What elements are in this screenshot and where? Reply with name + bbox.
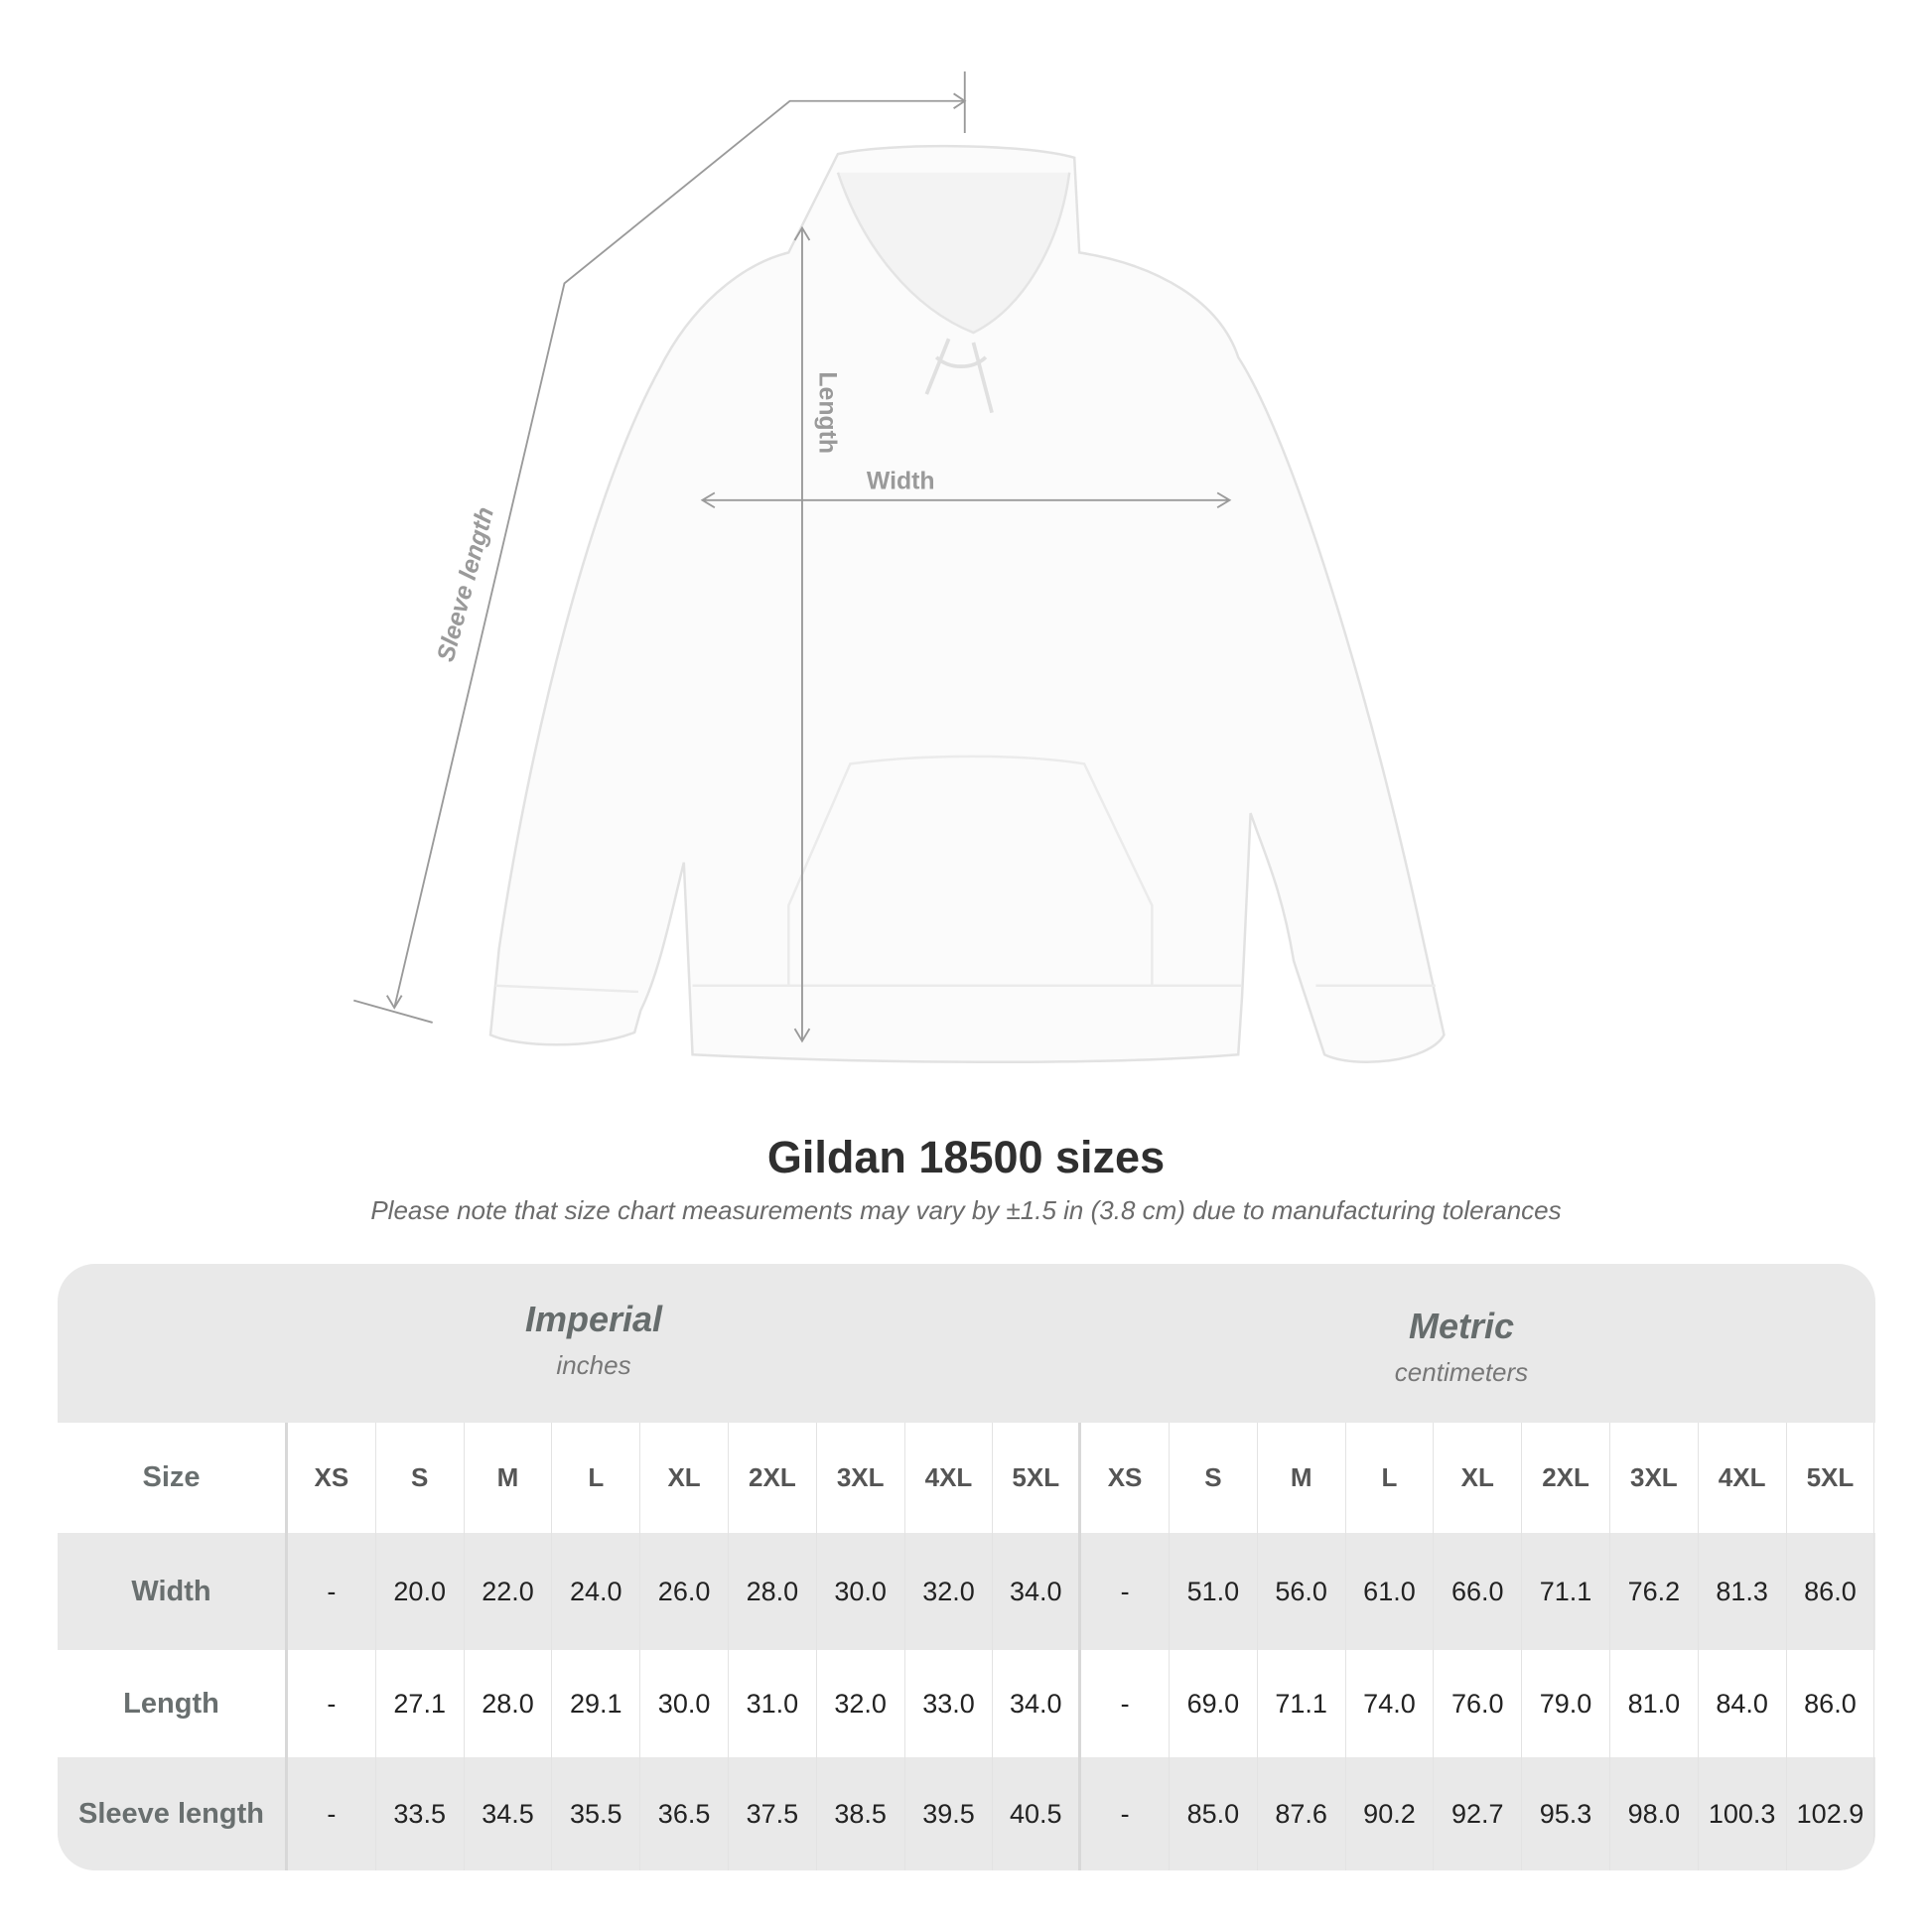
- metric-value-cell: 85.0: [1170, 1757, 1258, 1870]
- metric-value-cell: 81.0: [1610, 1650, 1699, 1757]
- imperial-size-xl: XL: [640, 1423, 729, 1533]
- metric-value-cell: 81.3: [1699, 1533, 1787, 1650]
- imperial-value-cell: 30.0: [640, 1650, 729, 1757]
- page-title: Gildan 18500 sizes: [766, 1132, 1166, 1182]
- imperial-value-cell: 20.0: [376, 1533, 465, 1650]
- metric-value-cell: 95.3: [1522, 1757, 1610, 1870]
- width-line: [700, 491, 1232, 509]
- table-row: Width -20.0 22.0 24.0 26.0 28.0 30.0 32.0 34.0-5…: [58, 1533, 1875, 1650]
- row-label: Width: [58, 1533, 288, 1650]
- table-row: Length -27.1 28.0 29.1 30.0 31.0 32.0 33.0 34.0-…: [58, 1650, 1875, 1757]
- imperial-size-3xl: 3XL: [817, 1423, 905, 1533]
- metric-size-5xl: 5XL: [1787, 1423, 1875, 1533]
- imperial-size-m: M: [465, 1423, 553, 1533]
- metric-size-xs: XS: [1081, 1423, 1170, 1533]
- imperial-value-cell: 31.0: [729, 1650, 817, 1757]
- metric-value-cell: 71.1: [1258, 1650, 1346, 1757]
- sleeve-length-label: Sleeve length: [433, 504, 499, 664]
- metric-value-cell: 84.0: [1699, 1650, 1787, 1757]
- imperial-value-cell: 28.0: [729, 1533, 817, 1650]
- imperial-size-s: S: [376, 1423, 465, 1533]
- imperial-value-cell: 35.5: [552, 1757, 641, 1870]
- length-line: [793, 225, 811, 1043]
- metric-value-cell: 79.0: [1522, 1650, 1610, 1757]
- table-row: Sleeve length -33.5 34.5 35.5 36.5 37.5 38.5 39…: [58, 1757, 1875, 1870]
- imperial-value-cell: -: [288, 1533, 376, 1650]
- imperial-size-l: L: [552, 1423, 641, 1533]
- metric-value-cell: 90.2: [1346, 1757, 1435, 1870]
- row-label: Length: [58, 1650, 288, 1757]
- metric-value-cell: 76.0: [1434, 1650, 1523, 1757]
- row-label: Sleeve length: [58, 1757, 288, 1870]
- imperial-value-cell: 29.1: [552, 1650, 641, 1757]
- metric-value-cell: 102.9: [1787, 1757, 1875, 1870]
- metric-size-s: S: [1170, 1423, 1258, 1533]
- imperial-size-5xl: 5XL: [993, 1423, 1082, 1533]
- imperial-unit: inches: [556, 1350, 631, 1380]
- imperial-value-cell: 34.0: [993, 1533, 1082, 1650]
- metric-value-cell: 51.0: [1170, 1533, 1258, 1650]
- metric-unit: centimeters: [1394, 1357, 1529, 1387]
- imperial-header: Imperial inches: [345, 1299, 842, 1381]
- metric-value-cell: 74.0: [1346, 1650, 1435, 1757]
- imperial-value-cell: 22.0: [465, 1533, 553, 1650]
- imperial-value-cell: 33.5: [376, 1757, 465, 1870]
- metric-header: Metric centimeters: [1213, 1306, 1710, 1388]
- metric-value-cell: 66.0: [1434, 1533, 1523, 1650]
- metric-title: Metric: [1408, 1306, 1515, 1346]
- metric-value-cell: 69.0: [1170, 1650, 1258, 1757]
- hoodie-measurement-diagram: Sleeve length Length Width: [353, 70, 1446, 1064]
- width-label: Width: [867, 469, 935, 495]
- imperial-title: Imperial: [524, 1299, 663, 1339]
- metric-value-cell: 98.0: [1610, 1757, 1699, 1870]
- metric-size-4xl: 4XL: [1699, 1423, 1787, 1533]
- metric-value-cell: 56.0: [1258, 1533, 1346, 1650]
- size-chart-table: Imperial inches Metric centimeters Size …: [58, 1264, 1875, 1870]
- length-label: Length: [813, 371, 840, 454]
- imperial-value-cell: 36.5: [640, 1757, 729, 1870]
- imperial-value-cell: -: [288, 1757, 376, 1870]
- imperial-value-cell: 38.5: [817, 1757, 905, 1870]
- sleeve-length-line: [393, 99, 965, 1009]
- metric-value-cell: -: [1081, 1650, 1170, 1757]
- imperial-value-cell: 26.0: [640, 1533, 729, 1650]
- metric-value-cell: 87.6: [1258, 1757, 1346, 1870]
- imperial-value-cell: 24.0: [552, 1533, 641, 1650]
- imperial-value-cell: 40.5: [993, 1757, 1082, 1870]
- metric-value-cell: 61.0: [1346, 1533, 1435, 1650]
- imperial-value-cell: 39.5: [905, 1757, 994, 1870]
- size-label: Size: [58, 1423, 288, 1533]
- metric-size-l: L: [1346, 1423, 1435, 1533]
- imperial-value-cell: 37.5: [729, 1757, 817, 1870]
- imperial-size-xs: XS: [288, 1423, 376, 1533]
- metric-value-cell: -: [1081, 1533, 1170, 1650]
- imperial-value-cell: 34.5: [465, 1757, 553, 1870]
- metric-value-cell: -: [1081, 1757, 1170, 1870]
- hoodie-image: [488, 144, 1446, 1064]
- imperial-size-2xl: 2XL: [729, 1423, 817, 1533]
- metric-value-cell: 92.7: [1434, 1757, 1523, 1870]
- imperial-value-cell: 32.0: [905, 1533, 994, 1650]
- metric-size-m: M: [1258, 1423, 1346, 1533]
- metric-size-2xl: 2XL: [1522, 1423, 1610, 1533]
- metric-size-3xl: 3XL: [1610, 1423, 1699, 1533]
- size-header-row: Size XS S M L XL 2XL 3XL 4XL 5XL XS S M L XL 2XL 3XL 4XL…: [58, 1423, 1875, 1533]
- imperial-value-cell: 28.0: [465, 1650, 553, 1757]
- imperial-value-cell: 32.0: [817, 1650, 905, 1757]
- imperial-size-4xl: 4XL: [905, 1423, 994, 1533]
- imperial-value-cell: 34.0: [993, 1650, 1082, 1757]
- imperial-value-cell: 30.0: [817, 1533, 905, 1650]
- metric-size-xl: XL: [1434, 1423, 1523, 1533]
- metric-value-cell: 76.2: [1610, 1533, 1699, 1650]
- metric-value-cell: 71.1: [1522, 1533, 1610, 1650]
- imperial-value-cell: 33.0: [905, 1650, 994, 1757]
- tolerance-note: Please note that size chart measurements…: [370, 1195, 1562, 1225]
- imperial-value-cell: 27.1: [376, 1650, 465, 1757]
- metric-value-cell: 86.0: [1787, 1533, 1875, 1650]
- metric-value-cell: 100.3: [1699, 1757, 1787, 1870]
- imperial-value-cell: -: [288, 1650, 376, 1757]
- metric-value-cell: 86.0: [1787, 1650, 1875, 1757]
